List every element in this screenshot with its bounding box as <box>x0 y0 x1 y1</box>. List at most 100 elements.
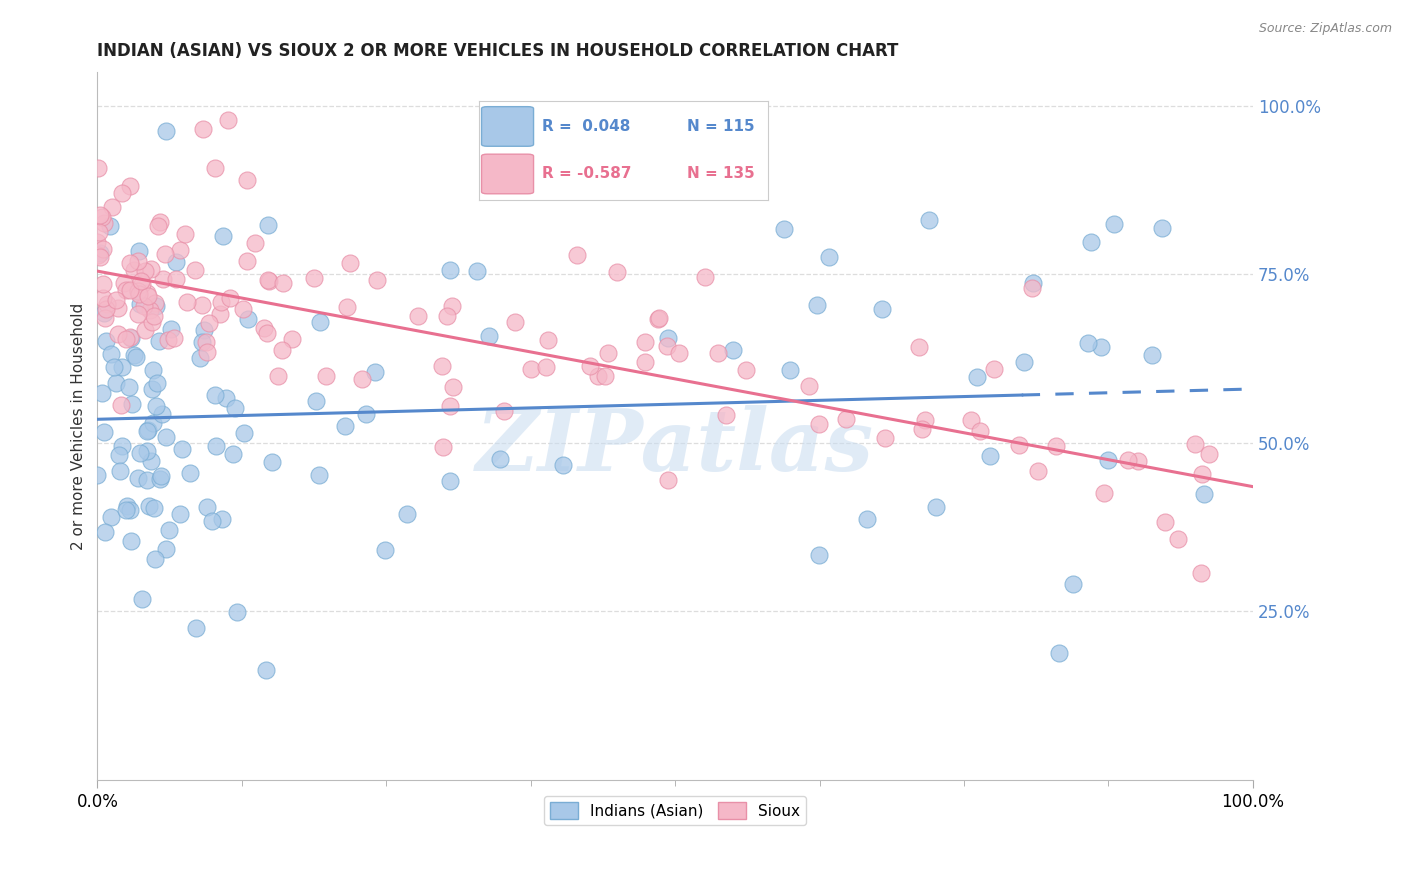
Point <box>142 416 165 430</box>
Point <box>146 376 169 390</box>
Point <box>141 315 163 329</box>
Point <box>143 310 166 324</box>
Point <box>281 332 304 346</box>
Point <box>148 334 170 348</box>
Point <box>139 302 162 317</box>
Point <box>254 663 277 677</box>
Point <box>695 270 717 285</box>
Point <box>305 393 328 408</box>
Point <box>267 369 290 384</box>
Point <box>907 339 929 353</box>
Point <box>139 261 162 276</box>
Point <box>214 391 236 405</box>
Point <box>200 514 222 528</box>
Point <box>204 388 226 402</box>
Point <box>211 228 233 243</box>
Point <box>714 409 737 423</box>
Point <box>143 500 166 515</box>
Point <box>121 397 143 411</box>
Point <box>129 446 152 460</box>
Point <box>408 309 430 323</box>
Point <box>606 265 628 279</box>
Point <box>191 298 214 312</box>
Point <box>657 331 679 345</box>
Point <box>354 407 377 421</box>
Point <box>134 299 156 313</box>
Point <box>98 219 121 233</box>
Point <box>1102 217 1125 231</box>
Point <box>441 380 464 394</box>
Point <box>191 334 214 349</box>
Point <box>596 346 619 360</box>
Point <box>243 236 266 251</box>
Point <box>914 413 936 427</box>
Text: ZIPatlas: ZIPatlas <box>477 406 875 489</box>
Point <box>735 363 758 377</box>
Point <box>93 525 115 540</box>
Point <box>773 221 796 235</box>
Point <box>503 315 526 329</box>
Point <box>91 386 114 401</box>
Point <box>579 359 602 373</box>
Point <box>184 262 207 277</box>
Point <box>87 248 110 262</box>
Point <box>226 606 249 620</box>
Point <box>218 291 240 305</box>
Point <box>1097 452 1119 467</box>
Point <box>648 310 671 325</box>
Point <box>94 302 117 317</box>
Text: Source: ZipAtlas.com: Source: ZipAtlas.com <box>1258 22 1392 36</box>
Point <box>120 330 142 344</box>
Point <box>924 500 946 514</box>
Point <box>129 274 152 288</box>
Legend: Indians (Asian), Sioux: Indians (Asian), Sioux <box>544 797 806 825</box>
Point <box>634 354 657 368</box>
Point <box>155 430 177 444</box>
Point <box>1022 276 1045 290</box>
Point <box>128 287 150 301</box>
Point <box>121 534 143 549</box>
Point <box>104 376 127 391</box>
Point <box>657 338 679 352</box>
Point <box>135 424 157 438</box>
Point <box>86 467 108 482</box>
Point <box>1026 464 1049 478</box>
Point <box>441 299 464 313</box>
Point <box>135 443 157 458</box>
Point <box>186 621 208 635</box>
Point <box>439 399 461 413</box>
Point <box>162 331 184 345</box>
Point <box>197 500 219 515</box>
Point <box>439 263 461 277</box>
Point <box>107 301 129 316</box>
Point <box>1153 515 1175 529</box>
Point <box>807 417 830 432</box>
Point <box>131 592 153 607</box>
Point <box>336 300 359 314</box>
Point <box>195 334 218 349</box>
Point <box>110 398 132 412</box>
Point <box>363 365 385 379</box>
Point <box>439 475 461 489</box>
Point <box>142 363 165 377</box>
Point <box>169 507 191 521</box>
Point <box>131 277 153 291</box>
Point <box>169 243 191 257</box>
Point <box>115 499 138 513</box>
Point <box>93 310 115 325</box>
Text: INDIAN (ASIAN) VS SIOUX 2 OR MORE VEHICLES IN HOUSEHOLD CORRELATION CHART: INDIAN (ASIAN) VS SIOUX 2 OR MORE VEHICL… <box>97 42 898 60</box>
Point <box>350 372 373 386</box>
Point <box>127 471 149 485</box>
Point <box>396 507 419 521</box>
Point <box>146 219 169 234</box>
Point <box>112 276 135 290</box>
Point <box>101 200 124 214</box>
Point <box>96 334 118 348</box>
Point <box>969 424 991 438</box>
Point <box>224 401 246 415</box>
Point <box>122 348 145 362</box>
Point <box>668 346 690 360</box>
Point <box>100 347 122 361</box>
Point <box>93 291 115 305</box>
Point <box>89 225 111 239</box>
